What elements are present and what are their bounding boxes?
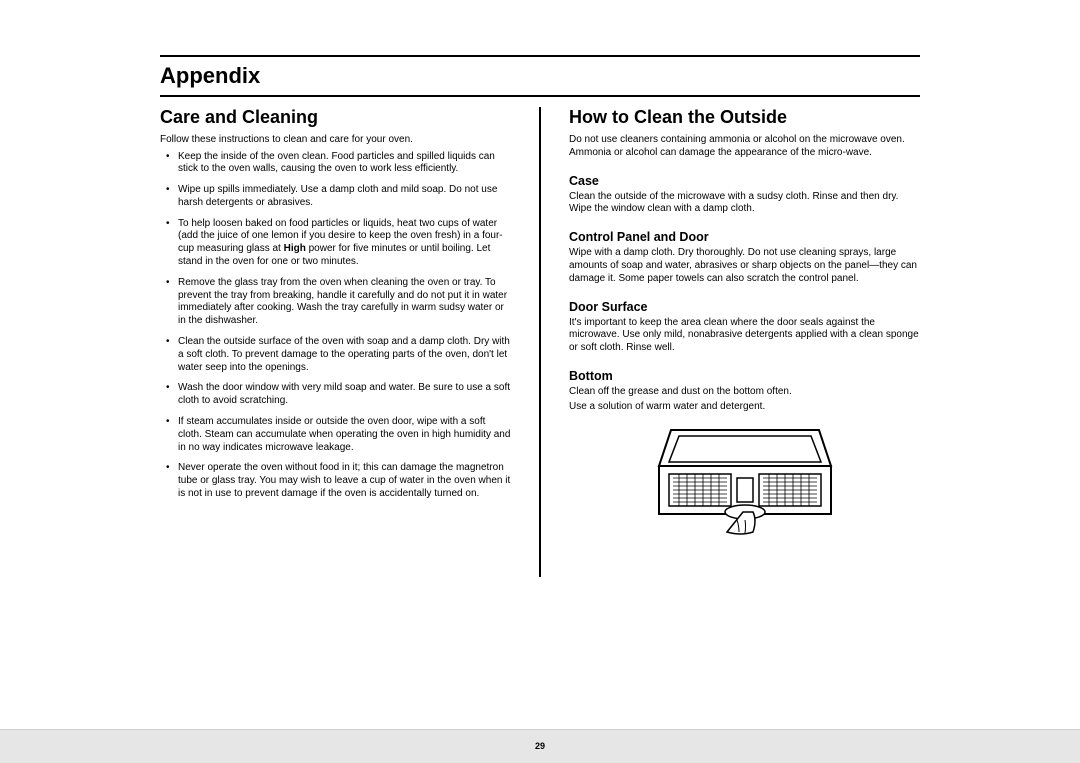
- page-number: 29: [0, 741, 1080, 751]
- care-intro: Follow these instructions to clean and c…: [160, 134, 511, 147]
- list-item: Never operate the oven without food in i…: [160, 462, 511, 500]
- left-column: Care and Cleaning Follow these instructi…: [160, 107, 511, 577]
- outside-intro: Do not use cleaners containing ammonia o…: [569, 134, 920, 160]
- list-item: Clean the outside surface of the oven wi…: [160, 336, 511, 374]
- care-cleaning-heading: Care and Cleaning: [160, 107, 511, 128]
- care-bullet-list: Keep the inside of the oven clean. Food …: [160, 151, 511, 501]
- door-surface-body: It's important to keep the area clean wh…: [569, 317, 920, 355]
- list-item: To help loosen baked on food particles o…: [160, 218, 511, 269]
- case-body: Clean the outside of the microwave with …: [569, 191, 920, 217]
- list-item: Wash the door window with very mild soap…: [160, 382, 511, 408]
- bottom-body-2: Use a solution of warm water and deterge…: [569, 401, 920, 414]
- microwave-bottom-illustration: [569, 420, 920, 545]
- top-rule: [160, 55, 920, 57]
- list-item: Wipe up spills immediately. Use a damp c…: [160, 184, 511, 210]
- control-panel-heading: Control Panel and Door: [569, 230, 920, 244]
- mid-rule: [160, 95, 920, 97]
- two-column-layout: Care and Cleaning Follow these instructi…: [160, 107, 920, 577]
- microwave-icon: [645, 420, 845, 540]
- document-page: Appendix Care and Cleaning Follow these …: [0, 0, 1080, 763]
- bottom-body-1: Clean off the grease and dust on the bot…: [569, 386, 920, 399]
- appendix-heading: Appendix: [160, 63, 920, 91]
- case-heading: Case: [569, 174, 920, 188]
- bottom-heading: Bottom: [569, 369, 920, 383]
- clean-outside-heading: How to Clean the Outside: [569, 107, 920, 128]
- list-item: Remove the glass tray from the oven when…: [160, 277, 511, 328]
- list-item: If steam accumulates inside or outside t…: [160, 416, 511, 454]
- list-item: Keep the inside of the oven clean. Food …: [160, 151, 511, 177]
- right-column: How to Clean the Outside Do not use clea…: [569, 107, 920, 577]
- door-surface-heading: Door Surface: [569, 300, 920, 314]
- column-divider: [539, 107, 541, 577]
- control-panel-body: Wipe with a damp cloth. Dry thoroughly. …: [569, 247, 920, 285]
